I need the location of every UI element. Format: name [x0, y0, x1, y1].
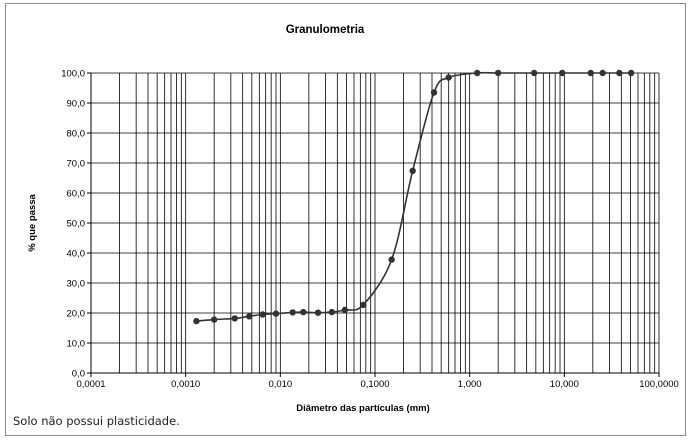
y-tick-label: 10,0 [67, 339, 86, 350]
y-tick-label: 80,0 [67, 129, 86, 140]
data-point [259, 311, 266, 318]
data-point [272, 310, 280, 317]
data-point [587, 69, 594, 77]
series-line [196, 71, 632, 322]
x-tick-label: 0,0001 [76, 379, 105, 390]
data-point [430, 89, 438, 96]
data-point [627, 69, 635, 77]
data-point [210, 316, 218, 323]
y-tick-label: 50,0 [67, 219, 86, 230]
y-tick-label: 60,0 [67, 189, 86, 200]
granulometry-chart: 0,0 10,0 20,0 30,0 40,0 50,0 60,0 70,0 80,0 90,0 1… [27, 24, 679, 414]
y-tick-label: 20,0 [67, 309, 86, 320]
y-tick-label: 30,0 [67, 279, 86, 290]
data-point [359, 301, 367, 309]
data-point [341, 306, 349, 314]
data-point [445, 74, 452, 81]
data-point [328, 308, 336, 316]
data-point [599, 69, 606, 77]
data-point [494, 69, 502, 77]
data-point [314, 309, 322, 316]
chart-frame: 0,0 10,0 20,0 30,0 40,0 50,0 60,0 70,0 80,0 90,0 1… [5, 3, 686, 436]
y-axis-label: % que passa [27, 194, 38, 252]
x-tick-label: 1,000 [458, 379, 482, 390]
chart-title: Granulometria [286, 24, 365, 36]
x-tick-label: 10,000 [550, 379, 579, 390]
data-point [388, 256, 395, 263]
y-tick-label: 100,0 [61, 69, 85, 80]
chart-note: Solo não possui plasticidade. [13, 414, 180, 428]
data-point [246, 313, 253, 320]
x-tick-label: 0,0010 [171, 379, 200, 390]
x-tick-label: 0,010 [268, 379, 292, 390]
y-tick-label: 0,0 [72, 369, 85, 380]
y-tick-label: 40,0 [67, 249, 86, 260]
data-point [616, 69, 623, 77]
data-point [193, 317, 200, 325]
x-axis-label: Diâmetro das partículas (mm) [296, 403, 430, 414]
y-tick-label: 70,0 [67, 159, 86, 170]
data-point [409, 167, 416, 174]
data-point [530, 69, 538, 77]
data-point [559, 69, 566, 77]
x-tick-label: 100,0000 [639, 379, 679, 390]
data-point [289, 309, 296, 316]
data-point [300, 308, 307, 316]
y-tick-label: 90,0 [67, 99, 86, 110]
x-tick-label: 0,1000 [360, 379, 389, 390]
data-point [473, 69, 481, 77]
data-point [231, 315, 238, 322]
